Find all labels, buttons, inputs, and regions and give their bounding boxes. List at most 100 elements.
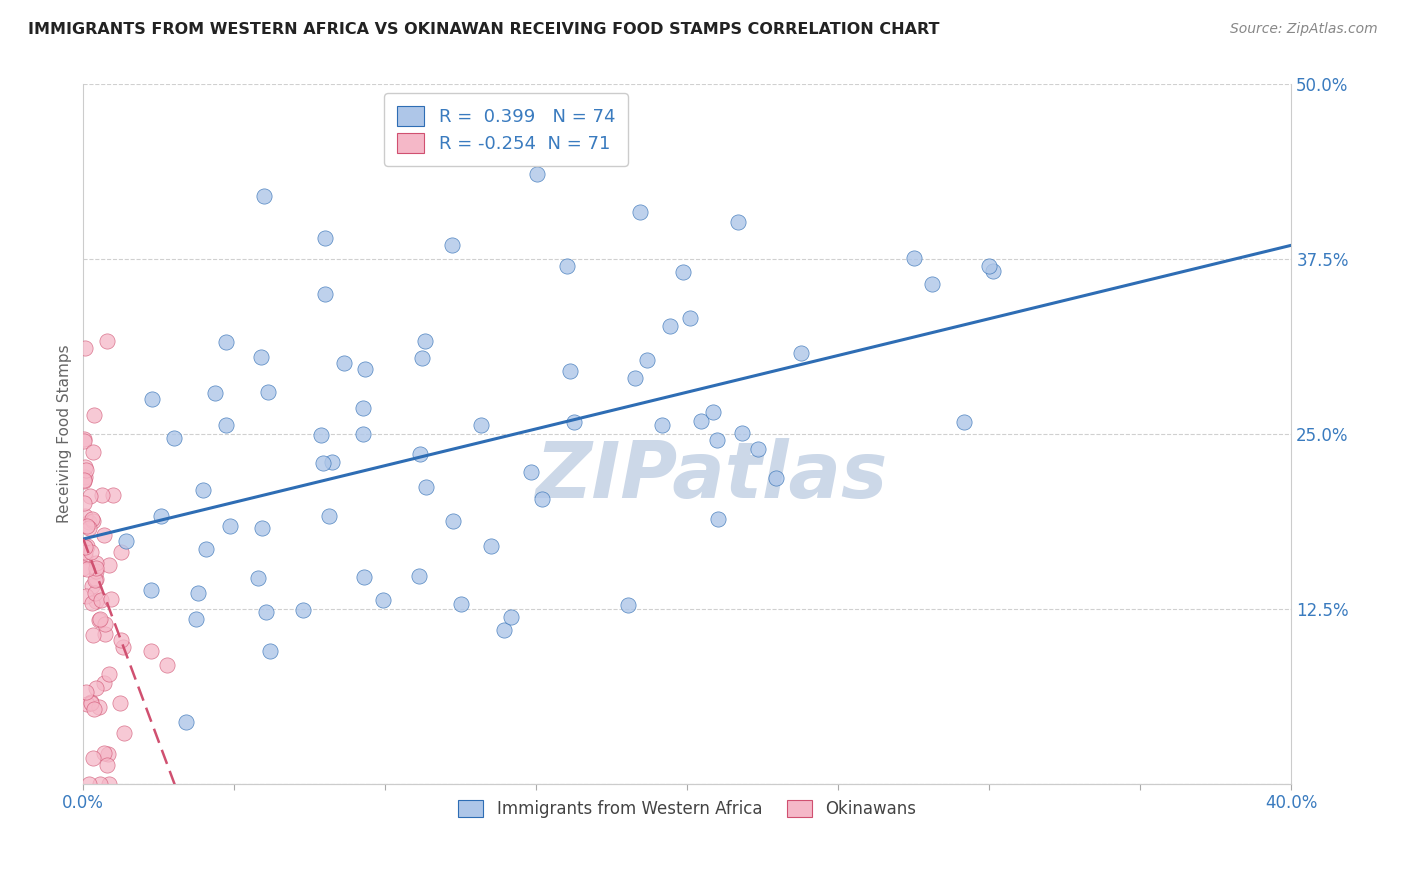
Point (413, 334, 436, 348)
Point (690, 414, 713, 428)
Point (352, 426, 374, 441)
Point (651, 418, 673, 433)
Point (373, 592, 395, 607)
Point (765, 471, 787, 485)
Point (84, 561, 107, 575)
Point (80, 696, 103, 710)
Point (89, 613, 111, 627)
Point (79, 515, 101, 529)
Point (76, 697, 98, 711)
Point (259, 644, 281, 658)
Point (80, 511, 103, 525)
Point (75, 508, 97, 523)
Point (354, 362, 377, 376)
Point (108, 696, 131, 710)
Point (73, 432, 96, 446)
Point (249, 350, 271, 364)
Point (253, 189, 276, 203)
Point (186, 612, 208, 626)
Point (111, 640, 134, 654)
Text: IMMIGRANTS FROM WESTERN AFRICA VS OKINAWAN RECEIVING FOOD STAMPS CORRELATION CHA: IMMIGRANTS FROM WESTERN AFRICA VS OKINAW… (28, 22, 939, 37)
Y-axis label: Receiving Food Stamps: Receiving Food Stamps (58, 345, 72, 524)
Point (110, 545, 132, 559)
Point (115, 533, 138, 548)
Point (672, 264, 695, 278)
Point (174, 714, 197, 729)
Point (321, 455, 343, 469)
Point (76, 562, 98, 576)
Point (409, 447, 432, 461)
Point (555, 259, 578, 273)
Point (150, 508, 173, 523)
Point (98, 667, 121, 681)
Point (979, 259, 1001, 273)
Point (292, 602, 315, 616)
Point (91, 488, 114, 502)
Point (80, 545, 103, 559)
Point (624, 370, 647, 384)
Point (87, 700, 110, 714)
Point (247, 571, 270, 585)
Point (411, 351, 433, 365)
Point (73, 540, 96, 554)
Point (636, 353, 658, 368)
Point (520, 465, 543, 479)
Point (84, 594, 107, 608)
Point (82, 514, 104, 528)
Point (82, 751, 104, 765)
Point (75, 463, 97, 477)
Point (73, 341, 96, 355)
Legend: Immigrants from Western Africa, Okinawans: Immigrants from Western Africa, Okinawan… (451, 793, 924, 824)
Point (97, 558, 120, 572)
Point (560, 364, 582, 378)
Point (312, 456, 335, 470)
Point (75, 589, 97, 603)
Point (352, 401, 374, 416)
Point (353, 570, 375, 584)
Text: ZIPatlas: ZIPatlas (536, 438, 887, 514)
Point (97, 747, 120, 761)
Point (84, 557, 107, 571)
Point (204, 386, 226, 401)
Point (94, 627, 117, 641)
Point (73, 474, 96, 488)
Point (80, 695, 103, 709)
Point (96, 757, 118, 772)
Point (499, 610, 522, 624)
Point (84, 573, 107, 587)
Point (981, 264, 1004, 278)
Point (250, 521, 273, 535)
Point (80, 596, 103, 610)
Point (141, 392, 163, 407)
Point (89, 777, 111, 791)
Point (86, 564, 108, 578)
Point (156, 658, 179, 673)
Point (76, 519, 98, 533)
Point (617, 598, 640, 612)
Point (163, 431, 186, 445)
Point (628, 204, 651, 219)
Point (93, 528, 115, 542)
Point (219, 519, 242, 533)
Point (318, 509, 340, 524)
Point (702, 405, 724, 419)
Point (659, 319, 682, 334)
Point (93, 676, 115, 690)
Point (96, 334, 118, 348)
Point (215, 418, 238, 433)
Point (73, 549, 96, 563)
Point (89, 612, 111, 626)
Point (82, 628, 104, 642)
Text: Source: ZipAtlas.com: Source: ZipAtlas.com (1230, 22, 1378, 37)
Point (73, 434, 96, 449)
Point (82, 445, 104, 459)
Point (256, 385, 278, 400)
Point (97, 777, 120, 791)
Point (415, 479, 437, 493)
Point (73, 541, 96, 555)
Point (747, 442, 769, 456)
Point (83, 408, 105, 422)
Point (450, 598, 472, 612)
Point (100, 592, 122, 607)
Point (75, 459, 97, 474)
